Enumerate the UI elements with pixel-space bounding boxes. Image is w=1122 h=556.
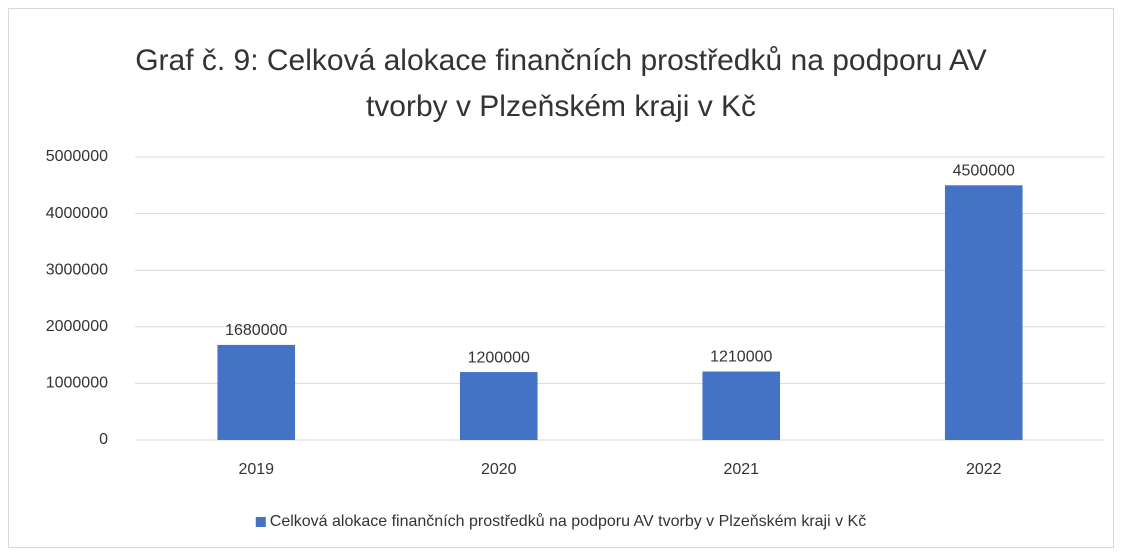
bar: [217, 344, 296, 440]
x-tick-label: 2020: [481, 461, 517, 478]
x-tick-label: 2022: [966, 461, 1002, 478]
chart-border: [8, 8, 1114, 548]
data-label: 1200000: [468, 349, 530, 366]
legend-swatch: [255, 517, 266, 527]
bar: [702, 371, 781, 440]
x-tick-label: 2021: [723, 461, 759, 478]
chart-title: Graf č. 9: Celková alokace finančních pr…: [135, 44, 987, 123]
data-label: 1210000: [710, 349, 772, 366]
y-tick-label: 4000000: [46, 205, 108, 222]
y-tick-label: 1000000: [46, 375, 108, 392]
x-tick-label: 2019: [238, 461, 274, 478]
y-tick-label: 5000000: [46, 148, 108, 165]
bar: [459, 372, 538, 440]
y-tick-label: 2000000: [46, 318, 108, 335]
y-tick-label: 0: [99, 431, 108, 448]
data-label: 4500000: [953, 163, 1015, 180]
bar: [944, 185, 1023, 440]
y-tick-label: 3000000: [46, 261, 108, 278]
data-label: 1680000: [225, 322, 287, 339]
legend-label: Celková alokace finančních prostředků na…: [270, 512, 866, 530]
